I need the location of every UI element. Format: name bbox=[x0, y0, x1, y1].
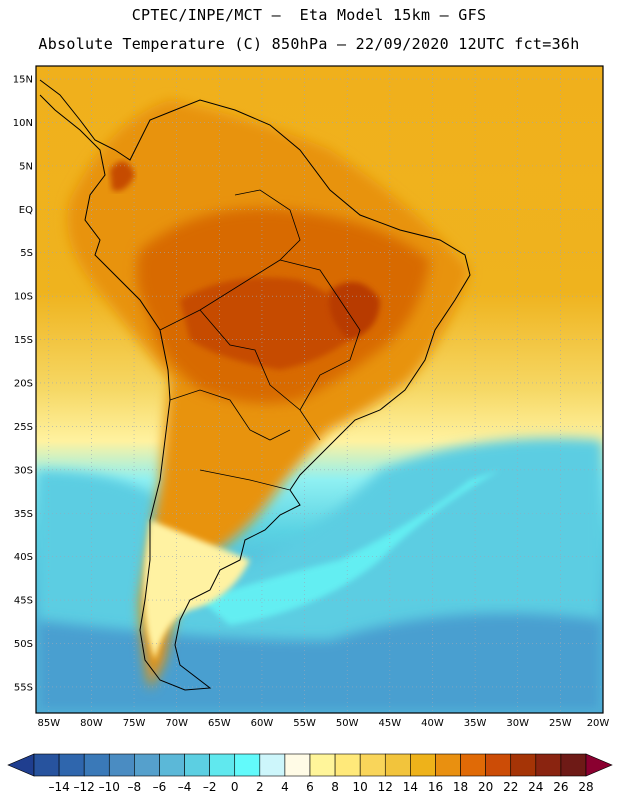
colorbar-cell bbox=[309, 753, 336, 777]
colorbar-label: 16 bbox=[428, 780, 443, 794]
colorbar-cell bbox=[334, 753, 361, 777]
coastlines bbox=[39, 79, 471, 691]
colorbar-cell bbox=[58, 753, 85, 777]
lat-tick-label: 55S bbox=[14, 682, 33, 693]
lon-tick-label: 35W bbox=[464, 718, 487, 729]
colorbar-label: 28 bbox=[578, 780, 593, 794]
lat-tick-label: 10N bbox=[13, 118, 33, 129]
colorbar-cell bbox=[184, 753, 210, 777]
colorbar-label: –12 bbox=[74, 780, 95, 794]
colorbar-label: 8 bbox=[331, 780, 339, 794]
map-frame bbox=[35, 65, 604, 714]
lat-tick-label: 5N bbox=[19, 161, 33, 172]
colorbar-cell bbox=[410, 753, 436, 777]
lon-tick-label: 30W bbox=[506, 718, 529, 729]
lat-tick-label: 50S bbox=[14, 639, 33, 650]
colorbar-cell bbox=[134, 753, 160, 777]
longitude-labels: 85W 80W 75W 70W 65W 60W 55W 50W 45W 40W 35W 30W 25W 2… bbox=[37, 718, 609, 729]
lon-tick-label: 80W bbox=[80, 718, 103, 729]
lat-tick-label: 25S bbox=[14, 422, 33, 433]
lon-tick-label: 20W bbox=[587, 718, 610, 729]
lon-tick-label: 85W bbox=[37, 718, 60, 729]
colorbar-cell bbox=[510, 753, 537, 777]
chart-subtitle: Absolute Temperature (C) 850hPa – 22/09/… bbox=[38, 35, 580, 53]
colorbar-cell bbox=[460, 753, 486, 777]
colorbar-label: 24 bbox=[528, 780, 543, 794]
lon-tick-label: 50W bbox=[336, 718, 359, 729]
colorbar-label: 20 bbox=[478, 780, 493, 794]
colorbar-cells bbox=[7, 753, 613, 777]
lon-tick-label: 65W bbox=[208, 718, 231, 729]
colorbar-label: –10 bbox=[99, 780, 120, 794]
colorbar-label: –14 bbox=[48, 780, 69, 794]
colorbar-label: 10 bbox=[353, 780, 368, 794]
lon-tick-label: 55W bbox=[293, 718, 316, 729]
lon-tick-label: 25W bbox=[549, 718, 572, 729]
lon-tick-label: 45W bbox=[379, 718, 402, 729]
chart-title: CPTEC/INPE/MCT – Eta Model 15km – GFS bbox=[131, 6, 487, 24]
colorbar-label: 26 bbox=[553, 780, 568, 794]
colorbar-label: 4 bbox=[281, 780, 289, 794]
colorbar-cell bbox=[485, 753, 512, 777]
lat-tick-label: 15S bbox=[14, 335, 33, 346]
colorbar-cell bbox=[209, 753, 236, 777]
colorbar-label: –2 bbox=[203, 780, 217, 794]
latitude-labels: 15N 10N 5N EQ 5S 10S 15S 20S 25S 30S 35S 40S 45S 50S 5… bbox=[13, 75, 33, 694]
colorbar-label: 6 bbox=[306, 780, 314, 794]
colorbar-label: 14 bbox=[403, 780, 418, 794]
lon-tick-label: 75W bbox=[123, 718, 146, 729]
lat-tick-label: 35S bbox=[14, 509, 33, 520]
lat-tick-label: 20S bbox=[14, 378, 33, 389]
colorbar-cell bbox=[83, 753, 110, 777]
colorbar-cell bbox=[159, 753, 185, 777]
colorbar-cell bbox=[435, 753, 461, 777]
colorbar-min-arrow bbox=[7, 753, 35, 777]
lat-tick-label: 5S bbox=[20, 248, 33, 259]
colorbar-cell bbox=[33, 753, 60, 777]
lon-tick-label: 60W bbox=[251, 718, 274, 729]
colorbar-cell bbox=[535, 753, 562, 777]
lat-tick-label: 15N bbox=[13, 75, 33, 86]
colorbar-label: 12 bbox=[378, 780, 393, 794]
colorbar-cell bbox=[108, 753, 135, 777]
lat-tick-label: EQ bbox=[19, 205, 33, 216]
lon-tick-label: 40W bbox=[421, 718, 444, 729]
lat-tick-label: 45S bbox=[14, 596, 33, 607]
colorbar-cell bbox=[384, 753, 411, 777]
lat-tick-label: 40S bbox=[14, 552, 33, 563]
temperature-field bbox=[36, 66, 603, 713]
colorbar-label: 0 bbox=[231, 780, 239, 794]
colorbar-labels: –14 –12 –10 –8 –6 –4 –2 0 2 4 6 8 10 12 14 16 18 20 22 24 26… bbox=[48, 780, 593, 794]
lon-tick-label: 70W bbox=[165, 718, 188, 729]
colorbar-cell bbox=[259, 753, 286, 777]
colorbar-label: 2 bbox=[256, 780, 264, 794]
colorbar-cell bbox=[359, 753, 386, 777]
colorbar-label: –4 bbox=[178, 780, 192, 794]
lat-tick-label: 30S bbox=[14, 465, 33, 476]
colorbar-cell bbox=[284, 753, 311, 777]
colorbar-cell bbox=[560, 753, 587, 777]
country-borders bbox=[159, 189, 361, 491]
lat-lon-grid bbox=[36, 66, 604, 713]
colorbar-max-arrow bbox=[585, 753, 613, 777]
colorbar: –14 –12 –10 –8 –6 –4 –2 0 2 4 6 8 10 12 14 16 18 20 22 24 26… bbox=[7, 753, 613, 794]
colorbar-label: –6 bbox=[153, 780, 167, 794]
colorbar-label: –8 bbox=[128, 780, 142, 794]
colorbar-cell bbox=[234, 753, 261, 777]
lat-tick-label: 10S bbox=[14, 292, 33, 303]
colorbar-label: 22 bbox=[503, 780, 518, 794]
colorbar-label: 18 bbox=[453, 780, 468, 794]
